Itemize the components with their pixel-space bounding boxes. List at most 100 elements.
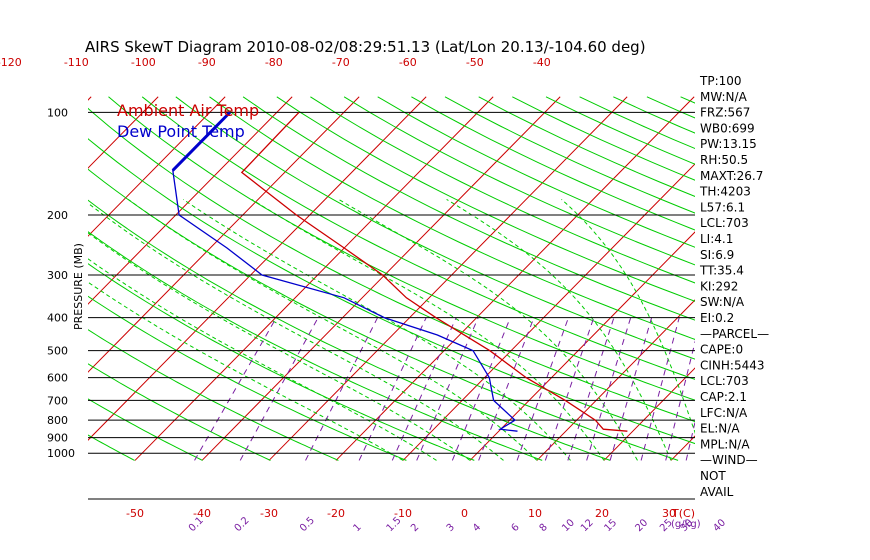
dry-adiabat-line [512,96,695,181]
dry-adiabat-line [88,329,339,461]
moist-adiabat-line [561,199,695,435]
isotherm-line [738,97,870,461]
dry-adiabat-line [646,96,695,119]
dry-adiabat-line [88,434,135,461]
background-grid [0,96,870,461]
isotherm-line [201,96,561,461]
pressure-tick-label: 1000 [47,447,75,460]
isobar-lines [88,111,695,500]
dry-adiabat-line [88,107,695,423]
dry-adiabat-line [310,96,695,284]
mixing-ratio-tick-label: 3 [445,522,457,534]
pressure-tick-label: 400 [47,312,68,325]
isotherm-line [268,96,628,461]
top-temp-tick-label: -70 [332,56,350,69]
mixing-ratio-line [685,420,695,461]
isotherm-line [88,96,226,237]
isotherm-line [469,231,695,461]
legend-ambient-air-temp: Ambient Air Temp [117,101,259,120]
moist-adiabat-line [338,198,638,461]
mixing-ratio-line [586,317,632,461]
mixing-ratio-tick-label: 12 [579,517,596,534]
pressure-tick-label: 600 [47,372,68,385]
mixing-ratio-unit-label: (g/kg) [671,519,701,530]
pressure-tick-label: 500 [47,345,68,358]
isotherm-line [0,97,24,461]
isotherm-line [805,97,870,461]
isotherm-line [603,367,695,461]
bottom-temp-tick-label: -10 [394,507,412,520]
bottom-temp-tick-label: -40 [193,507,211,520]
index-label: L57:6.1 [700,200,745,214]
moist-adiabat-line [127,198,538,461]
mixing-ratio-line [567,317,615,461]
index-label: MPL:N/A [700,437,750,451]
sounding-profiles [171,111,628,432]
mixing-ratio-line [194,317,277,461]
dry-adiabat-line [88,231,543,461]
moist-adiabat-line [88,232,471,461]
top-temp-tick-label: -50 [466,56,484,69]
index-label: TP:100 [699,74,742,88]
pressure-tick-label: 300 [47,269,68,282]
mixing-ratio-line [516,317,569,461]
y-axis-label: PRESSURE (MB) [72,243,85,330]
top-temp-tick-label: -60 [399,56,417,69]
mixing-ratio-tick-label: 4 [471,522,483,534]
index-label: TH:4203 [699,185,751,199]
mixing-ratio-tick-label: 1 [351,522,363,534]
index-label: EL:N/A [700,422,740,436]
dry-adiabat-line [88,363,271,461]
pressure-tick-label: 700 [47,394,68,407]
index-label: CINH:5443 [700,358,765,372]
index-label: LFC:N/A [700,406,748,420]
dry-adiabat-line [108,96,695,401]
legend: Ambient Air Temp Dew Point Temp [117,101,259,141]
bottom-temp-tick-label: 20 [595,507,609,520]
isotherm-line [402,163,695,461]
mixing-ratio-line [544,317,595,461]
legend-dew-point-temp: Dew Point Temp [117,122,245,141]
dew-point-upper-segment [171,111,231,172]
dry-adiabat-line [377,96,695,248]
moist-adiabat-line [446,198,672,461]
mixing-ratio-line [305,317,379,461]
index-label: RH:50.5 [700,153,748,167]
index-label: MAXT:26.7 [700,169,763,183]
index-label: TT:35.4 [699,264,744,278]
mixing-ratio-tick-label: 0.5 [298,515,317,534]
index-label: LCL:703 [700,216,749,230]
dry-adiabat-line [88,168,679,461]
bottom-temp-tick-label: -20 [327,507,345,520]
top-temp-tick-label: -100 [131,56,156,69]
ambient-air-temp-line [240,111,628,432]
mixing-ratio-tick-label: 10 [560,517,577,534]
index-label: EI:0.2 [700,311,734,325]
dry-adiabat-line [88,199,611,461]
axis-labels: 1002003004005006007008009001000-120-110-… [0,56,728,534]
mixing-ratio-tick-label: 20 [633,517,650,534]
pressure-tick-label: 800 [47,414,68,427]
dry-adiabat-line [175,96,695,360]
pressure-tick-label: 900 [47,432,68,445]
index-label: CAP:2.1 [700,390,747,404]
dry-adiabat-line [242,96,695,321]
moist-adiabat-line [88,281,404,461]
bottom-temp-tick-label: -50 [126,507,144,520]
mixing-ratio-line [478,317,535,461]
isotherm-line [88,96,159,169]
pressure-tick-label: 200 [47,209,68,222]
dry-adiabat-line [88,263,475,461]
chart-title: AIRS SkewT Diagram 2010-08-02/08:29:51.1… [85,38,646,56]
dry-adiabat-line [478,96,695,197]
moist-adiabat-line [88,202,504,461]
dry-adiabat-line [343,96,695,266]
mixing-ratio-line [416,317,479,461]
mixing-ratio-line [451,317,511,461]
mixing-ratio-tick-label: 40 [711,517,728,534]
top-temp-tick-label: -40 [533,56,551,69]
index-label: WB0:699 [700,121,755,135]
moist-adiabat-line [251,198,605,461]
mixing-ratio-tick-label: 2 [409,522,421,534]
